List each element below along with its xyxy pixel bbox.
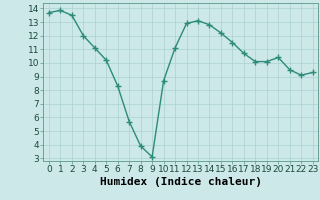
X-axis label: Humidex (Indice chaleur): Humidex (Indice chaleur) [100,177,262,187]
